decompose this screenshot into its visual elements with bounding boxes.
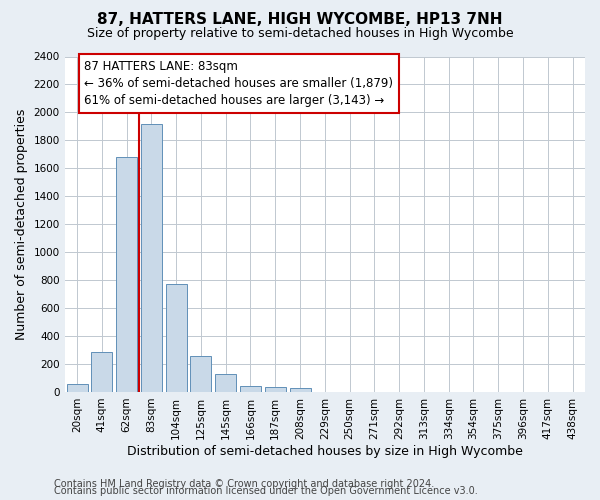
- Bar: [265, 387, 286, 392]
- Bar: [166, 284, 187, 392]
- Bar: [290, 388, 311, 392]
- Text: 87, HATTERS LANE, HIGH WYCOMBE, HP13 7NH: 87, HATTERS LANE, HIGH WYCOMBE, HP13 7NH: [97, 12, 503, 28]
- Bar: [116, 157, 137, 392]
- Text: 87 HATTERS LANE: 83sqm
← 36% of semi-detached houses are smaller (1,879)
61% of : 87 HATTERS LANE: 83sqm ← 36% of semi-det…: [85, 60, 394, 107]
- Text: Contains public sector information licensed under the Open Government Licence v3: Contains public sector information licen…: [54, 486, 478, 496]
- Bar: [190, 356, 211, 392]
- Text: Contains HM Land Registry data © Crown copyright and database right 2024.: Contains HM Land Registry data © Crown c…: [54, 479, 434, 489]
- Text: Size of property relative to semi-detached houses in High Wycombe: Size of property relative to semi-detach…: [86, 28, 514, 40]
- Bar: [141, 124, 162, 392]
- Bar: [240, 386, 261, 392]
- X-axis label: Distribution of semi-detached houses by size in High Wycombe: Distribution of semi-detached houses by …: [127, 444, 523, 458]
- Bar: [215, 374, 236, 392]
- Bar: [91, 352, 112, 392]
- Y-axis label: Number of semi-detached properties: Number of semi-detached properties: [15, 108, 28, 340]
- Bar: [67, 384, 88, 392]
